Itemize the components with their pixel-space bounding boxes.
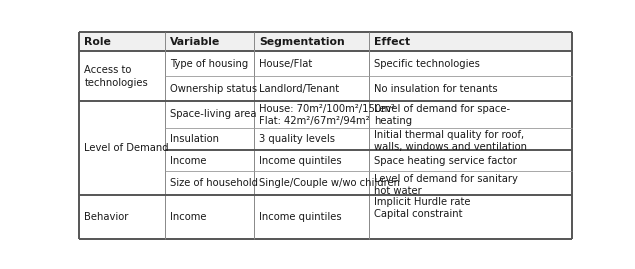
Text: Ownership status: Ownership status xyxy=(170,84,258,94)
Text: Specific technologies: Specific technologies xyxy=(373,59,479,69)
Text: Effect: Effect xyxy=(373,37,410,47)
Text: Income: Income xyxy=(170,156,207,166)
Bar xyxy=(79,32,572,51)
Text: Access to
technologies: Access to technologies xyxy=(84,65,148,88)
Text: Income: Income xyxy=(170,212,207,222)
Text: House/Flat: House/Flat xyxy=(259,59,312,69)
Text: Role: Role xyxy=(84,37,111,47)
Text: Size of household: Size of household xyxy=(170,178,258,188)
Text: Landlord/Tenant: Landlord/Tenant xyxy=(259,84,339,94)
Text: Implicit Hurdle rate
Capital constraint: Implicit Hurdle rate Capital constraint xyxy=(373,197,470,219)
Text: Behavior: Behavior xyxy=(84,212,129,222)
Text: Single/Couple w/wo children: Single/Couple w/wo children xyxy=(259,178,400,188)
Text: Variable: Variable xyxy=(170,37,221,47)
Text: Income quintiles: Income quintiles xyxy=(259,212,342,222)
Text: Income quintiles: Income quintiles xyxy=(259,156,342,166)
Text: 3 quality levels: 3 quality levels xyxy=(259,134,335,144)
Text: Space heating service factor: Space heating service factor xyxy=(373,156,516,166)
Text: Level of demand for sanitary
hot water: Level of demand for sanitary hot water xyxy=(373,174,518,196)
Text: Level of demand for space-
heating: Level of demand for space- heating xyxy=(373,104,510,126)
Text: Segmentation: Segmentation xyxy=(259,37,345,47)
Text: Initial thermal quality for roof,
walls, windows and ventilation: Initial thermal quality for roof, walls,… xyxy=(373,130,526,152)
Text: Insulation: Insulation xyxy=(170,134,220,144)
Text: Space-living area: Space-living area xyxy=(170,109,257,119)
Text: Level of Demand: Level of Demand xyxy=(84,143,169,153)
Text: House: 70m²/100m²/150m²
Flat: 42m²/67m²/94m²: House: 70m²/100m²/150m² Flat: 42m²/67m²/… xyxy=(259,104,395,126)
Text: No insulation for tenants: No insulation for tenants xyxy=(373,84,497,94)
Text: Type of housing: Type of housing xyxy=(170,59,249,69)
